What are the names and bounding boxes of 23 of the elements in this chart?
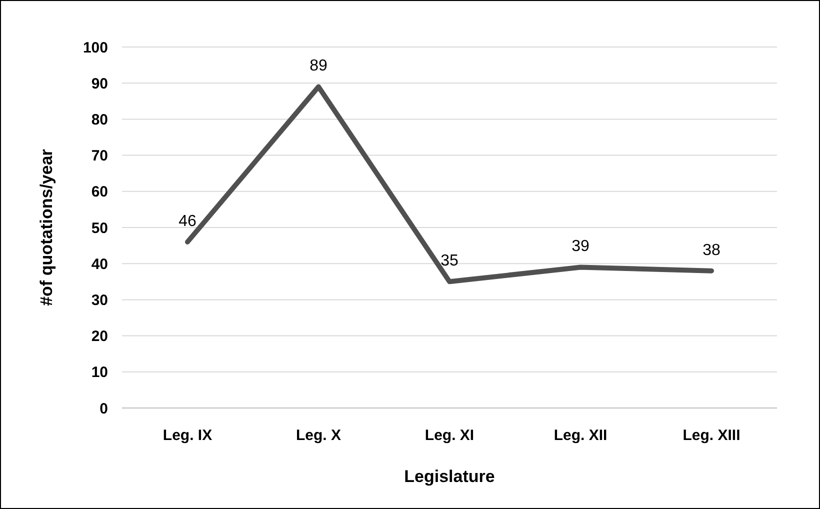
y-tick-label: 100 bbox=[82, 39, 108, 56]
data-label: 39 bbox=[572, 238, 590, 256]
y-tick-label: 60 bbox=[91, 184, 108, 201]
y-tick-label: 40 bbox=[91, 256, 108, 273]
x-tick-label: Leg. XIII bbox=[682, 427, 740, 444]
y-axis-title: #of quotations/year bbox=[37, 148, 56, 306]
y-tick-label: 0 bbox=[100, 400, 108, 418]
data-label: 46 bbox=[178, 212, 196, 230]
y-tick-label: 70 bbox=[91, 148, 108, 165]
x-tick-label: Leg. XII bbox=[554, 427, 608, 444]
y-tick-label: 50 bbox=[91, 220, 108, 237]
data-label: 35 bbox=[440, 252, 458, 270]
x-tick-label: Leg. XI bbox=[424, 427, 474, 444]
data-label: 38 bbox=[702, 242, 720, 259]
y-tick-label: 80 bbox=[91, 111, 108, 128]
x-tick-label: Leg. IX bbox=[162, 427, 212, 444]
x-axis-title: Legislature bbox=[404, 467, 495, 486]
y-tick-label: 10 bbox=[91, 364, 108, 382]
x-tick-label: Leg. X bbox=[296, 427, 342, 444]
y-tick-label: 90 bbox=[91, 75, 108, 92]
data-label: 89 bbox=[310, 58, 328, 75]
y-tick-label: 20 bbox=[91, 328, 108, 346]
y-tick-label: 30 bbox=[91, 292, 108, 309]
